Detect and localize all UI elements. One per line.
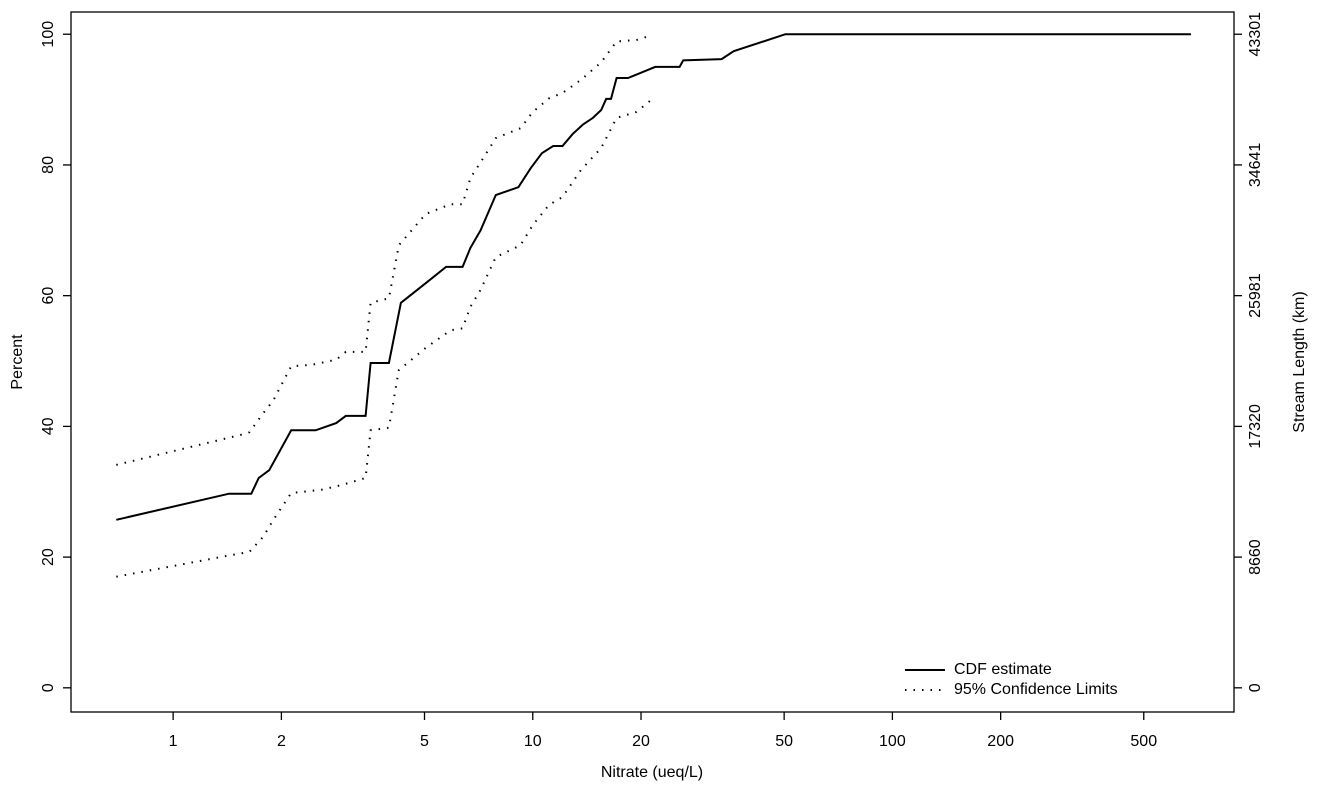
series-line <box>116 33 1191 521</box>
y2-tick-label: 8660 <box>1247 539 1264 575</box>
y-tick-label: 80 <box>40 156 57 174</box>
y-tick-label: 0 <box>40 683 57 692</box>
plot-box <box>70 11 1235 713</box>
y2-tick-label: 17320 <box>1247 404 1264 449</box>
y2-tick-label: 43301 <box>1247 12 1264 57</box>
y2-tick-label: 0 <box>1247 683 1264 692</box>
y2-axis-label: Stream Length (km) <box>1291 291 1308 432</box>
x-tick-label: 500 <box>1130 733 1157 750</box>
y-tick-label: 60 <box>40 287 57 305</box>
x-tick-label: 200 <box>987 733 1014 750</box>
x-tick-label: 50 <box>775 733 793 750</box>
y-tick-label: 100 <box>40 21 57 48</box>
y2-tick-label: 25981 <box>1247 273 1264 318</box>
series-line <box>116 99 652 578</box>
x-tick-label: 20 <box>632 733 650 750</box>
y2-tick-label: 34641 <box>1247 143 1264 188</box>
x-tick-label: 2 <box>277 733 286 750</box>
x-tick-label: 10 <box>524 733 542 750</box>
y-tick-label: 20 <box>40 548 57 566</box>
x-tick-label: 1 <box>169 733 178 750</box>
series-line <box>116 34 652 466</box>
x-tick-label: 100 <box>879 733 906 750</box>
y-tick-label: 40 <box>40 417 57 435</box>
x-axis-label: Nitrate (ueq/L) <box>601 764 703 781</box>
legend-label: CDF estimate <box>954 661 1052 678</box>
legend-label: 95% Confidence Limits <box>954 681 1118 698</box>
y-axis-label: Percent <box>9 334 26 390</box>
x-tick-label: 5 <box>420 733 429 750</box>
